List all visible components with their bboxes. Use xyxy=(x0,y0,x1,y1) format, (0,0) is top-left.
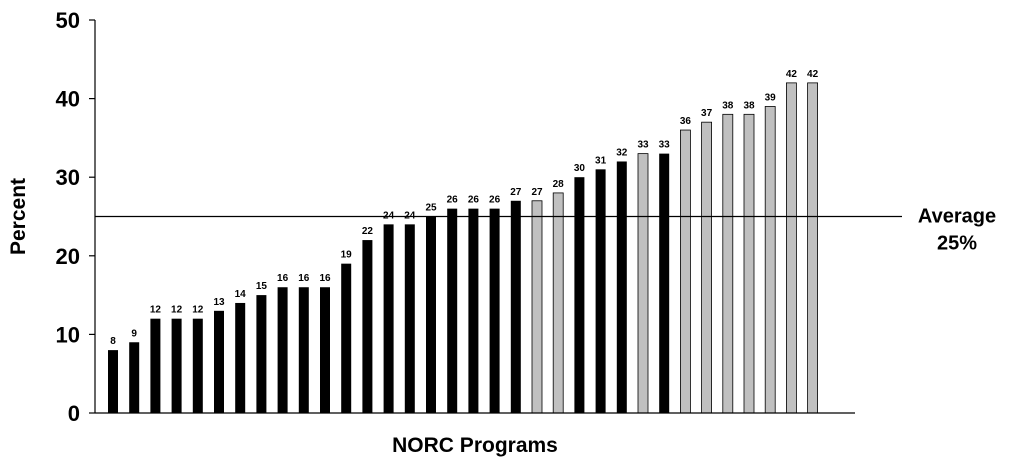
bar-value-label: 26 xyxy=(489,195,501,206)
bar-value-label: 42 xyxy=(786,69,798,80)
bar-value-label: 13 xyxy=(213,297,225,308)
bar-value-label: 32 xyxy=(616,147,628,158)
y-axis-ticks: 0 10 20 30 40 50 xyxy=(56,8,95,426)
bar xyxy=(701,121,712,414)
bar xyxy=(256,295,267,413)
bars xyxy=(108,82,818,414)
bar xyxy=(510,200,521,413)
bar xyxy=(192,318,203,413)
bar-value-label: 12 xyxy=(192,305,204,316)
bar xyxy=(531,200,543,414)
bar-value-label: 38 xyxy=(743,100,755,111)
bar xyxy=(764,106,776,414)
bar xyxy=(277,287,288,413)
bar-value-label: 27 xyxy=(531,187,543,198)
bar-value-label: 8 xyxy=(110,336,116,347)
bar xyxy=(680,129,691,414)
bar xyxy=(404,224,415,413)
bar xyxy=(171,318,182,413)
bar xyxy=(637,153,649,414)
bar xyxy=(807,82,818,414)
bar xyxy=(214,310,224,413)
bar-value-label: 26 xyxy=(447,195,459,206)
bar-value-label: 36 xyxy=(680,116,692,127)
bar xyxy=(552,192,564,414)
y-tick-label: 20 xyxy=(56,244,80,269)
x-axis-title: NORC Programs xyxy=(392,434,558,457)
bar xyxy=(574,177,585,413)
bar-value-label: 16 xyxy=(298,273,310,284)
bar xyxy=(235,302,246,413)
bar-value-label: 33 xyxy=(637,140,649,151)
bar-value-label: 12 xyxy=(150,305,162,316)
bar-value-label: 19 xyxy=(341,250,353,261)
bar-value-label: 16 xyxy=(319,273,331,284)
bar xyxy=(426,216,436,413)
bar-value-label: 14 xyxy=(235,289,247,300)
bar xyxy=(108,350,118,413)
bar xyxy=(468,208,479,413)
bar-value-label: 31 xyxy=(595,155,607,166)
bar-value-label: 42 xyxy=(807,69,819,80)
y-tick-label: 0 xyxy=(68,401,80,426)
bar-value-label: 25 xyxy=(425,203,437,214)
bar-value-label: 22 xyxy=(362,226,374,237)
bar xyxy=(447,208,458,413)
bar-value-label: 38 xyxy=(722,100,734,111)
bar xyxy=(129,342,140,413)
y-tick-label: 30 xyxy=(56,165,80,190)
average-value-label: 25% xyxy=(937,233,977,255)
bar xyxy=(383,224,394,413)
bar-value-label: 12 xyxy=(171,305,183,316)
bar-value-label: 26 xyxy=(468,195,480,206)
y-tick-label: 40 xyxy=(56,87,80,112)
bar xyxy=(150,318,161,413)
bar-value-label: 28 xyxy=(553,179,565,190)
bar xyxy=(320,287,330,413)
bar xyxy=(298,287,309,413)
y-tick-label: 10 xyxy=(56,322,80,347)
bar xyxy=(341,263,352,413)
bar xyxy=(722,113,734,414)
bar-value-label: 39 xyxy=(765,92,777,103)
bar-value-label: 33 xyxy=(659,140,671,151)
bar-value-label: 16 xyxy=(277,273,289,284)
bar xyxy=(616,161,627,413)
bar xyxy=(362,240,373,413)
bar xyxy=(786,82,797,414)
bar-value-label: 9 xyxy=(131,328,137,339)
y-axis-title: Percent xyxy=(7,178,30,255)
bar xyxy=(595,169,606,413)
bar xyxy=(489,208,500,413)
bar xyxy=(659,153,670,413)
bar-value-label: 37 xyxy=(701,108,713,119)
bar-value-label: 30 xyxy=(574,163,586,174)
y-tick-label: 50 xyxy=(56,8,80,33)
bar xyxy=(743,113,755,414)
bar-value-label: 27 xyxy=(510,187,522,198)
bar-value-label: 15 xyxy=(256,281,268,292)
average-label: Average xyxy=(918,206,996,228)
